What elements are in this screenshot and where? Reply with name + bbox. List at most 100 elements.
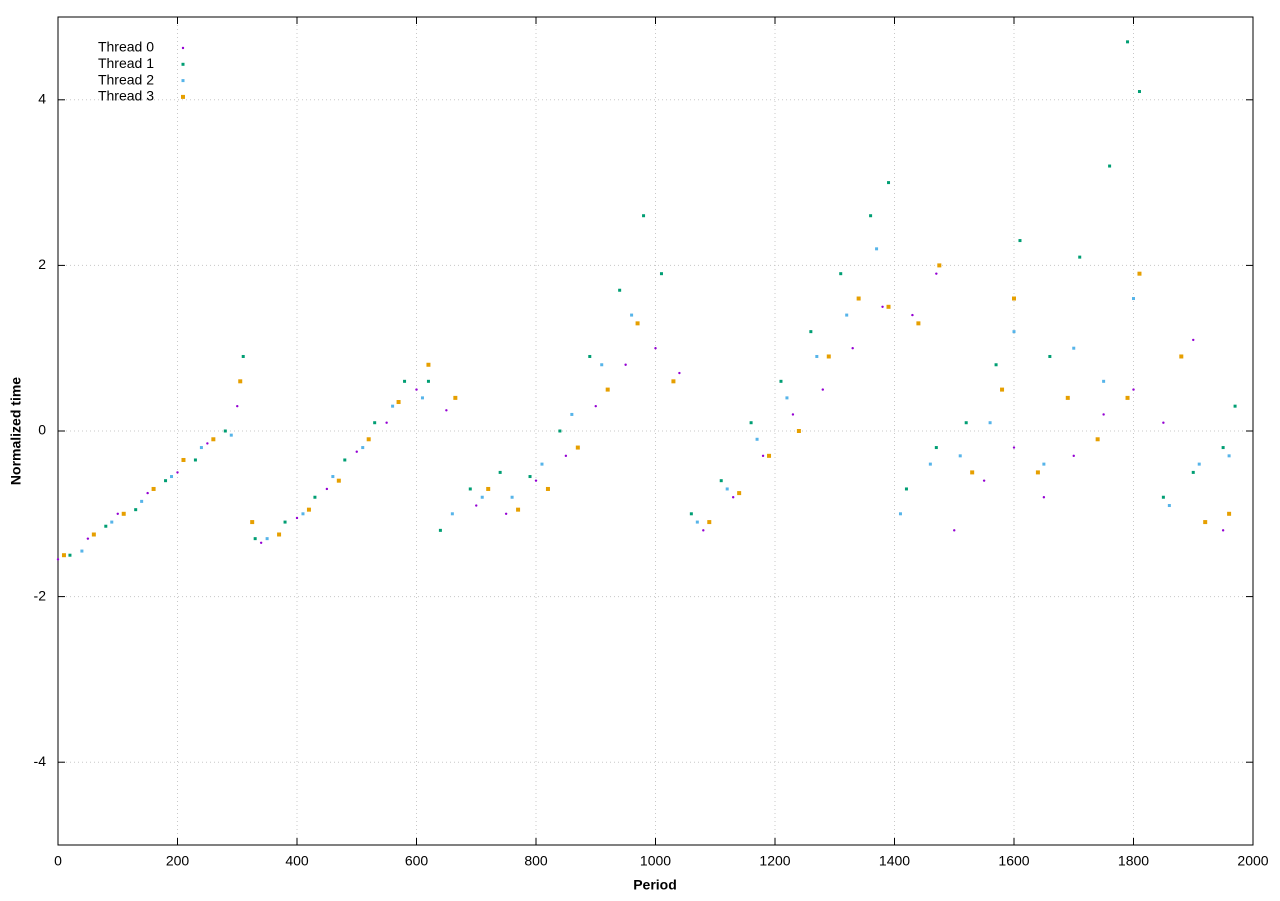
- point: [91, 532, 96, 537]
- point: [564, 454, 568, 458]
- point: [904, 487, 908, 491]
- point: [1078, 255, 1082, 259]
- legend-marker: [181, 46, 185, 50]
- point: [229, 433, 233, 437]
- point: [450, 512, 454, 516]
- point: [480, 495, 484, 499]
- point: [881, 305, 884, 308]
- point: [935, 272, 938, 275]
- point: [1125, 395, 1130, 400]
- x-tick-label: 200: [166, 853, 190, 869]
- y-tick-label: -4: [34, 753, 47, 769]
- point: [594, 404, 597, 408]
- point: [528, 475, 532, 479]
- point: [719, 479, 723, 483]
- point: [856, 296, 861, 301]
- point: [385, 421, 388, 424]
- point: [809, 330, 813, 334]
- point: [815, 354, 819, 358]
- point: [605, 387, 610, 392]
- point: [994, 363, 998, 367]
- x-tick-label: 0: [54, 853, 62, 869]
- point: [575, 445, 580, 450]
- x-tick-label: 2000: [1237, 853, 1268, 869]
- point: [588, 354, 592, 358]
- point: [982, 479, 986, 482]
- x-axis-title: Period: [633, 877, 677, 893]
- point: [642, 214, 646, 218]
- point: [731, 496, 735, 499]
- point: [199, 446, 203, 450]
- legend-label: Thread 3: [98, 88, 154, 104]
- point: [468, 487, 472, 491]
- point: [630, 313, 634, 317]
- point: [295, 516, 299, 520]
- point: [779, 379, 783, 383]
- point: [1042, 462, 1046, 466]
- point: [403, 379, 407, 383]
- point: [236, 404, 239, 408]
- point: [265, 537, 269, 541]
- point: [937, 263, 942, 268]
- point: [826, 354, 831, 359]
- point: [475, 504, 478, 507]
- point: [1048, 354, 1052, 358]
- point: [618, 288, 622, 292]
- y-tick-label: -2: [34, 587, 47, 603]
- point: [1167, 504, 1171, 508]
- legend-marker: [181, 94, 185, 99]
- x-tick-label: 1800: [1118, 853, 1149, 869]
- point: [934, 446, 938, 450]
- point: [445, 409, 448, 412]
- point: [301, 512, 305, 516]
- plot-frame: [57, 16, 1254, 846]
- point: [988, 421, 992, 425]
- point: [170, 475, 174, 479]
- point: [164, 479, 168, 483]
- point: [277, 532, 282, 537]
- point: [438, 528, 442, 532]
- point: [366, 437, 371, 442]
- point: [911, 313, 914, 317]
- point: [821, 388, 824, 391]
- point: [755, 437, 759, 441]
- series: [68, 40, 1237, 557]
- point: [1191, 470, 1195, 474]
- series: [56, 272, 1225, 561]
- point: [121, 511, 126, 516]
- legend-marker: [181, 79, 185, 83]
- point: [1162, 421, 1165, 424]
- point: [306, 507, 311, 512]
- point: [1221, 446, 1225, 450]
- point: [1012, 296, 1016, 301]
- point: [331, 475, 335, 479]
- point: [761, 454, 765, 458]
- legend-label: Thread 0: [98, 39, 154, 55]
- point: [886, 304, 891, 309]
- legend-label: Thread 2: [98, 71, 154, 87]
- point: [68, 553, 72, 557]
- point: [241, 354, 245, 358]
- point: [671, 379, 676, 384]
- point: [193, 458, 197, 462]
- point: [1227, 511, 1232, 516]
- point: [336, 478, 341, 483]
- point: [1227, 454, 1231, 458]
- point: [785, 396, 789, 400]
- point: [1132, 297, 1135, 301]
- point: [678, 371, 681, 375]
- point: [796, 429, 801, 433]
- series: [61, 263, 1232, 558]
- point: [206, 442, 209, 445]
- point: [654, 347, 657, 350]
- point: [695, 520, 699, 524]
- point: [887, 181, 891, 185]
- point: [1192, 338, 1195, 342]
- point: [545, 486, 550, 491]
- series: [80, 247, 1231, 553]
- point: [426, 379, 430, 383]
- point: [453, 395, 458, 400]
- point: [510, 495, 514, 499]
- point: [791, 413, 795, 416]
